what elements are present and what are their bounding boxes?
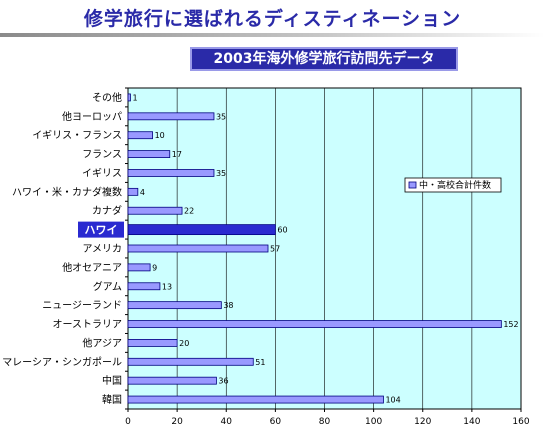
- data-label: 4: [140, 188, 145, 197]
- bar: [127, 206, 183, 215]
- category-label: グアム: [93, 280, 122, 293]
- category-label: アメリカ: [83, 243, 123, 255]
- category-label: フランス: [82, 149, 122, 161]
- category-label: ハワイ・米・カナダ複数: [12, 185, 122, 198]
- data-label: 60: [277, 226, 287, 235]
- data-label: 35: [216, 169, 226, 178]
- bar: [127, 339, 178, 347]
- bar: [127, 282, 161, 291]
- category-label: イギリス・フランス: [32, 130, 122, 142]
- category-label: 韓国: [102, 394, 122, 406]
- legend-swatch: [408, 181, 417, 189]
- category-label: 他アジア: [82, 336, 122, 349]
- data-label: 38: [223, 301, 233, 310]
- bar: [127, 93, 131, 102]
- bar: [127, 357, 254, 366]
- category-label: 他ヨーロッパ: [62, 110, 122, 123]
- data-label: 10: [155, 131, 165, 140]
- data-label: 17: [172, 150, 182, 159]
- bar: [127, 224, 276, 236]
- category-label: ハワイ: [85, 224, 118, 237]
- x-tick-label: 160: [512, 417, 529, 427]
- data-label: 22: [184, 207, 194, 216]
- x-tick-label: 120: [414, 417, 431, 427]
- x-tick-label: 140: [463, 417, 480, 427]
- category-label: イギリス: [82, 167, 122, 179]
- data-label: 20: [179, 339, 189, 348]
- legend-box: [404, 177, 502, 193]
- category-label: オーストラリア: [53, 319, 123, 331]
- category-label: カナダ: [92, 204, 122, 217]
- category-label: 中国: [102, 374, 122, 387]
- data-label: 152: [503, 320, 518, 329]
- x-tick-label: 100: [365, 417, 382, 427]
- chart-title: 2003年海外修学旅行訪問先データ: [190, 47, 458, 71]
- data-label: 13: [162, 282, 172, 291]
- bar: [127, 187, 139, 196]
- x-tick-label: 80: [319, 417, 331, 427]
- data-label: 51: [255, 358, 265, 367]
- category-label: ニュージーランド: [42, 300, 122, 312]
- bar: [127, 112, 215, 121]
- bar: [127, 150, 171, 158]
- bar: [127, 244, 269, 253]
- x-tick-label: 60: [270, 417, 282, 427]
- bar: [127, 395, 384, 404]
- x-tick-label: 0: [125, 417, 131, 427]
- bar: [127, 301, 222, 310]
- bar: [127, 169, 215, 177]
- x-tick-label: 40: [221, 417, 233, 427]
- data-label: 9: [152, 263, 157, 272]
- category-label: マレーシア・シンガポール: [2, 356, 122, 368]
- bar: [127, 263, 151, 272]
- data-label: 104: [385, 396, 400, 405]
- category-label: 他オセアニア: [62, 261, 122, 274]
- bar: [127, 320, 502, 328]
- highlight-label-box: [78, 221, 124, 238]
- page-title: 修学旅行に選ばれるディスティネーション: [83, 8, 462, 30]
- data-label: 57: [270, 245, 280, 254]
- legend-label: 中・高校合計件数: [419, 179, 491, 191]
- x-tick-label: 20: [171, 417, 183, 427]
- title-underline: [0, 33, 545, 37]
- bar: [127, 131, 153, 140]
- category-label: その他: [92, 91, 122, 104]
- data-label: 1: [132, 93, 137, 102]
- data-label: 36: [218, 377, 228, 386]
- data-label: 35: [216, 112, 226, 121]
- bar: [127, 376, 217, 385]
